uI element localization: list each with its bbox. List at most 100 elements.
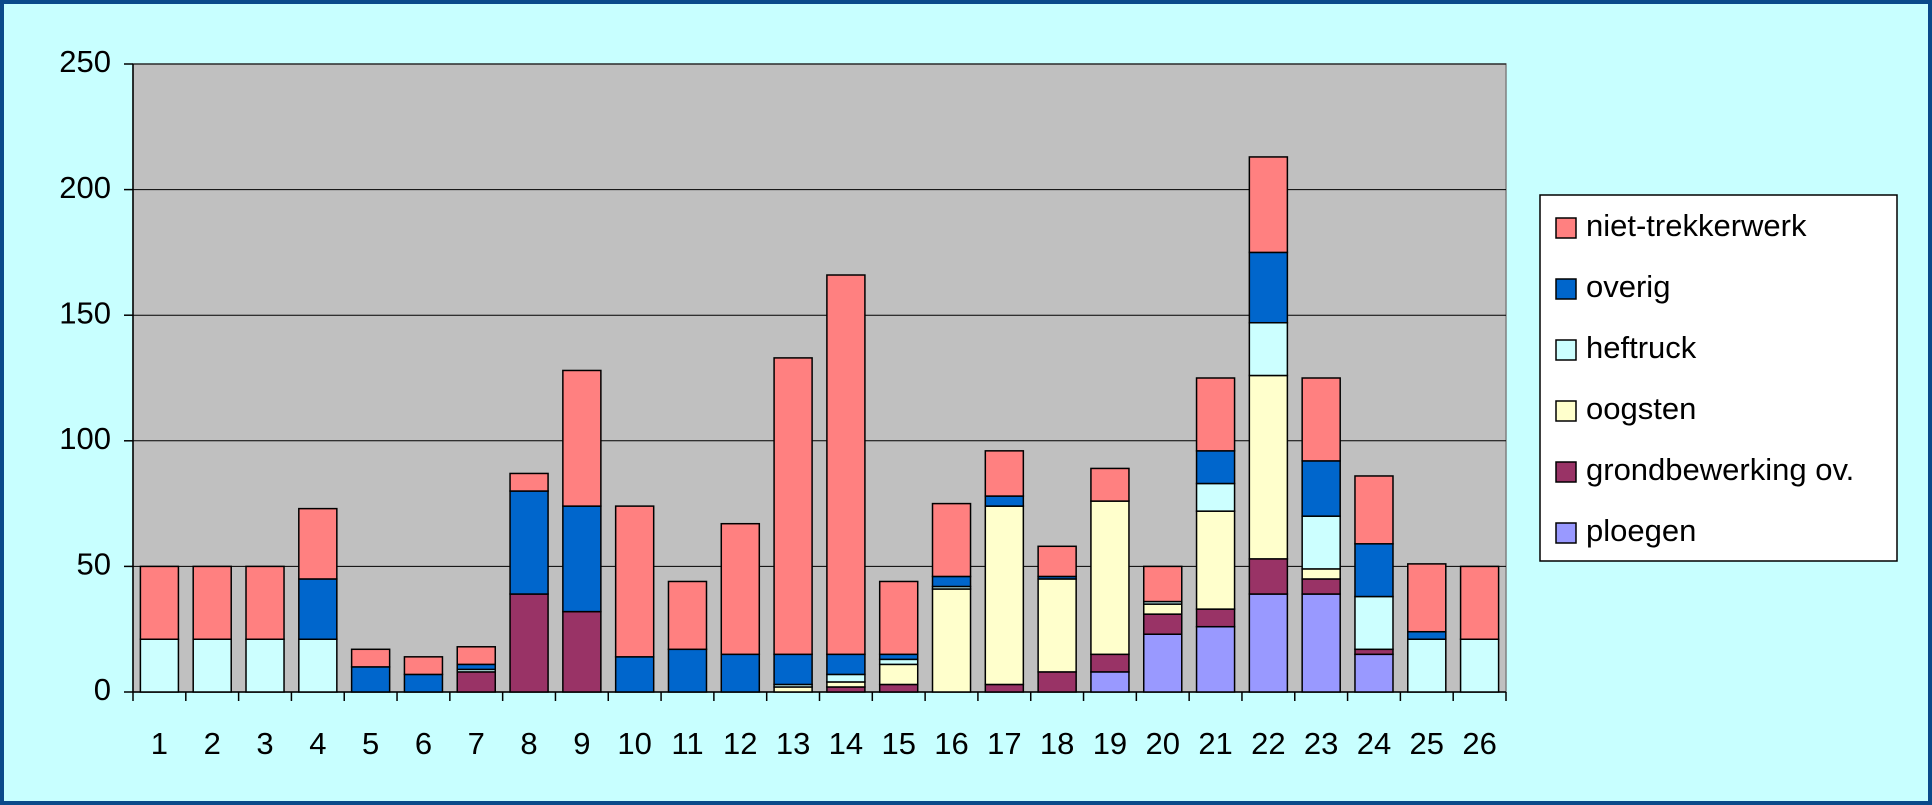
bar-segment [773, 357, 813, 656]
bar-segment [720, 522, 761, 656]
bar-segment [667, 648, 708, 693]
y-tick-label: 150 [59, 295, 111, 330]
bar-segment [1142, 603, 1183, 615]
bar-segment [720, 653, 761, 693]
legend [1539, 194, 1898, 562]
legend-swatch [1555, 339, 1577, 361]
bar-segment [931, 588, 972, 693]
legend-label: ploegen [1586, 513, 1696, 548]
bar-segment [1142, 565, 1183, 603]
bar-segment [1142, 633, 1183, 693]
bar-segment [139, 565, 180, 640]
bar-segment [1248, 593, 1289, 693]
bar-segment [826, 686, 866, 693]
bar-segment [298, 578, 338, 640]
bar-segment [1195, 608, 1236, 628]
bar-segment [1407, 630, 1447, 640]
legend-swatch [1555, 400, 1577, 422]
bar-segment [878, 653, 919, 661]
x-tick-label: 1 [151, 726, 168, 761]
x-tick-label: 6 [415, 726, 432, 761]
bar-segment [1407, 563, 1447, 633]
legend-label: overig [1586, 269, 1670, 304]
bar-segment [826, 653, 866, 676]
bar-segment [562, 369, 602, 507]
bar-segment [1037, 671, 1077, 693]
x-tick-label: 26 [1462, 726, 1496, 761]
legend-swatch [1555, 522, 1577, 544]
x-tick-label: 7 [468, 726, 485, 761]
bar-segment [773, 653, 813, 686]
bar-segment [931, 575, 972, 588]
bar-segment [1248, 558, 1289, 595]
bar-segment [1301, 578, 1341, 595]
bar-segment [1248, 374, 1289, 560]
bar-segment [614, 505, 655, 658]
bar-segment [984, 683, 1025, 693]
x-tick-label: 12 [723, 726, 757, 761]
x-tick-label: 3 [256, 726, 273, 761]
bar-segment [1301, 568, 1341, 580]
y-tick-label: 0 [94, 672, 111, 707]
bar-segment [456, 671, 497, 693]
x-tick-label: 24 [1357, 726, 1391, 761]
bar-segment [1459, 638, 1500, 693]
bar-segment [1195, 625, 1236, 693]
bar-segment [667, 580, 708, 651]
bar-segment [562, 610, 602, 693]
bar-segment [1090, 467, 1130, 502]
x-tick-label: 10 [617, 726, 651, 761]
y-tick-label: 250 [59, 44, 111, 79]
x-tick-label: 13 [776, 726, 810, 761]
x-tick-label: 19 [1093, 726, 1127, 761]
bar-segment [1195, 482, 1236, 512]
x-tick-label: 9 [573, 726, 590, 761]
bar-segment [1248, 251, 1289, 324]
bar-segment [1301, 515, 1341, 570]
bar-segment [1301, 460, 1341, 517]
bar-segment [350, 666, 391, 693]
x-tick-label: 22 [1251, 726, 1285, 761]
x-tick-label: 23 [1304, 726, 1338, 761]
y-tick-label: 100 [59, 421, 111, 456]
bar-segment [1248, 321, 1289, 377]
y-tick-label: 200 [59, 170, 111, 205]
bar-segment [878, 580, 919, 656]
bar-segment [1195, 510, 1236, 610]
bar-segment [878, 658, 919, 666]
bar-segment [1037, 578, 1077, 673]
bar-segment [1407, 638, 1447, 693]
x-tick-label: 25 [1410, 726, 1444, 761]
bar-segment [1301, 593, 1341, 693]
legend-swatch [1555, 278, 1577, 300]
x-tick-label: 17 [987, 726, 1021, 761]
bar-segment [509, 490, 549, 595]
x-tick-label: 4 [309, 726, 326, 761]
bar-segment [403, 656, 444, 676]
bar-segment [298, 638, 338, 693]
bar-segment [562, 505, 602, 613]
bar-segment [245, 565, 285, 640]
bar-segment [192, 565, 232, 640]
bar-segment [878, 683, 919, 693]
x-tick-label: 15 [881, 726, 915, 761]
legend-label: heftruck [1586, 330, 1697, 365]
bar-segment [984, 505, 1025, 686]
legend-label: grondbewerking ov. [1586, 452, 1854, 487]
bar-segment [1354, 648, 1394, 656]
bar-segment [1195, 450, 1236, 485]
bar-segment [1459, 565, 1500, 640]
bar-segment [1090, 671, 1130, 693]
bar-segment [509, 472, 549, 492]
bar-segment [826, 274, 866, 656]
bar-segment [984, 495, 1025, 507]
bar-segment [1090, 500, 1130, 656]
bar-segment [245, 638, 285, 693]
bar-segment [403, 673, 444, 693]
bar-segment [984, 450, 1025, 497]
bar-segment [1195, 377, 1236, 452]
bar-segment [298, 507, 338, 580]
bar-segment [826, 681, 866, 688]
bar-segment [456, 646, 497, 666]
